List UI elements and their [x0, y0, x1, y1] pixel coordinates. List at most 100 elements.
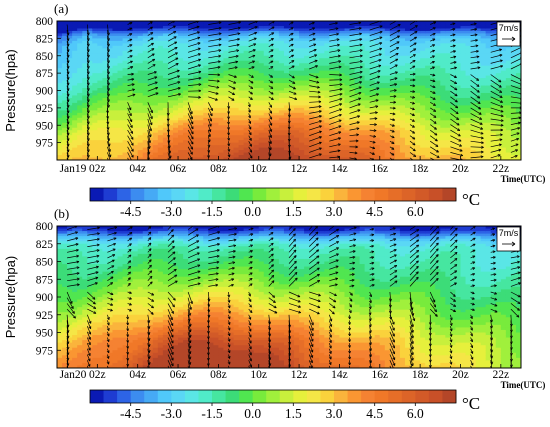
heat-cell: [485, 95, 492, 99]
heat-cell: [299, 25, 305, 30]
heat-cell: [425, 88, 431, 92]
heat-cell: [490, 122, 497, 126]
heat-cell: [430, 58, 436, 62]
heat-cell: [238, 45, 245, 49]
heat-cell: [339, 155, 346, 159]
heat-cell: [248, 107, 255, 111]
heat-cell: [485, 38, 492, 42]
heat-cell: [228, 155, 235, 159]
heat-cell: [208, 135, 214, 139]
heat-cell: [258, 25, 265, 30]
heat-cell: [157, 97, 164, 102]
heat-cell: [399, 90, 406, 94]
heat-cell: [183, 43, 189, 47]
heat-cell: [445, 90, 451, 94]
heat-cell: [122, 125, 129, 129]
heat-cell: [208, 50, 214, 54]
heat-cell: [167, 115, 174, 119]
heat-cell: [410, 48, 416, 52]
heat-cell: [162, 100, 169, 104]
heat-cell: [334, 157, 341, 160]
heat-cell: [410, 137, 416, 141]
heat-cell: [193, 38, 199, 42]
heat-cell: [188, 155, 194, 159]
heat-cell: [309, 102, 315, 106]
heat-cell: [324, 63, 330, 67]
heat-cell: [364, 112, 371, 116]
heat-cell: [374, 83, 381, 87]
heat-cell: [67, 97, 73, 102]
heat-cell: [162, 95, 169, 99]
heat-cell: [107, 110, 114, 114]
heat-cell: [283, 53, 290, 57]
heat-cell: [435, 137, 441, 141]
heat-cell: [319, 23, 325, 27]
heat-cell: [384, 48, 391, 52]
heat-cell: [188, 58, 194, 62]
heat-cell: [62, 21, 68, 25]
heat-cell: [72, 142, 78, 146]
heat-cell: [389, 127, 396, 131]
heat-cell: [112, 43, 119, 47]
heat-cell: [379, 28, 386, 32]
heat-cell: [319, 88, 325, 92]
heat-cell: [62, 132, 68, 136]
heat-cell: [364, 100, 371, 104]
heat-cell: [278, 58, 285, 62]
heat-cell: [117, 147, 124, 151]
heat-cell: [157, 28, 164, 32]
heat-cell: [198, 25, 204, 30]
heat-cell: [299, 145, 305, 149]
heat-cell: [319, 35, 325, 39]
heat-cell: [334, 107, 341, 111]
heat-cell: [258, 58, 265, 62]
heat-cell: [359, 80, 366, 84]
heat-cell: [294, 63, 300, 67]
heat-cell: [263, 142, 270, 146]
heat-cell: [405, 130, 411, 134]
heat-cell: [480, 85, 487, 89]
heat-cell: [213, 132, 219, 136]
heat-cell: [157, 90, 164, 94]
heat-cell: [299, 95, 305, 99]
heat-cell: [87, 115, 93, 119]
heat-cell: [173, 88, 179, 92]
heat-cell: [314, 112, 320, 116]
heat-cell: [228, 135, 235, 139]
heat-cell: [132, 60, 139, 64]
heat-cell: [374, 117, 381, 121]
heat-cell: [223, 73, 230, 77]
heat-cell: [67, 25, 73, 30]
heat-cell: [369, 145, 376, 149]
heat-cell: [470, 60, 477, 64]
heat-cell: [470, 115, 477, 119]
heat-cell: [117, 60, 124, 64]
heat-cell: [289, 140, 295, 144]
heat-cell: [92, 122, 98, 126]
heat-cell: [213, 145, 219, 149]
heat-cell: [440, 68, 446, 72]
heat-cell: [389, 48, 396, 52]
heat-cell: [273, 95, 280, 99]
heat-cell: [440, 83, 446, 87]
heat-cell: [384, 107, 391, 111]
heat-cell: [289, 83, 295, 87]
heat-cell: [329, 135, 335, 139]
heat-cell: [82, 43, 88, 47]
heat-cell: [374, 147, 381, 151]
heat-cell: [339, 68, 346, 72]
heat-cell: [475, 28, 482, 32]
heat-cell: [142, 55, 149, 59]
heat-cell: [77, 73, 83, 77]
heat-cell: [495, 152, 502, 156]
heat-cell: [198, 95, 204, 99]
heat-cell: [420, 150, 426, 154]
heat-cell: [162, 80, 169, 84]
heat-cell: [460, 107, 467, 111]
heat-cell: [283, 135, 290, 139]
heat-cell: [167, 122, 174, 126]
heat-cell: [289, 120, 295, 124]
heat-cell: [167, 97, 174, 102]
heat-cell: [62, 85, 68, 89]
heat-cell: [208, 80, 214, 84]
